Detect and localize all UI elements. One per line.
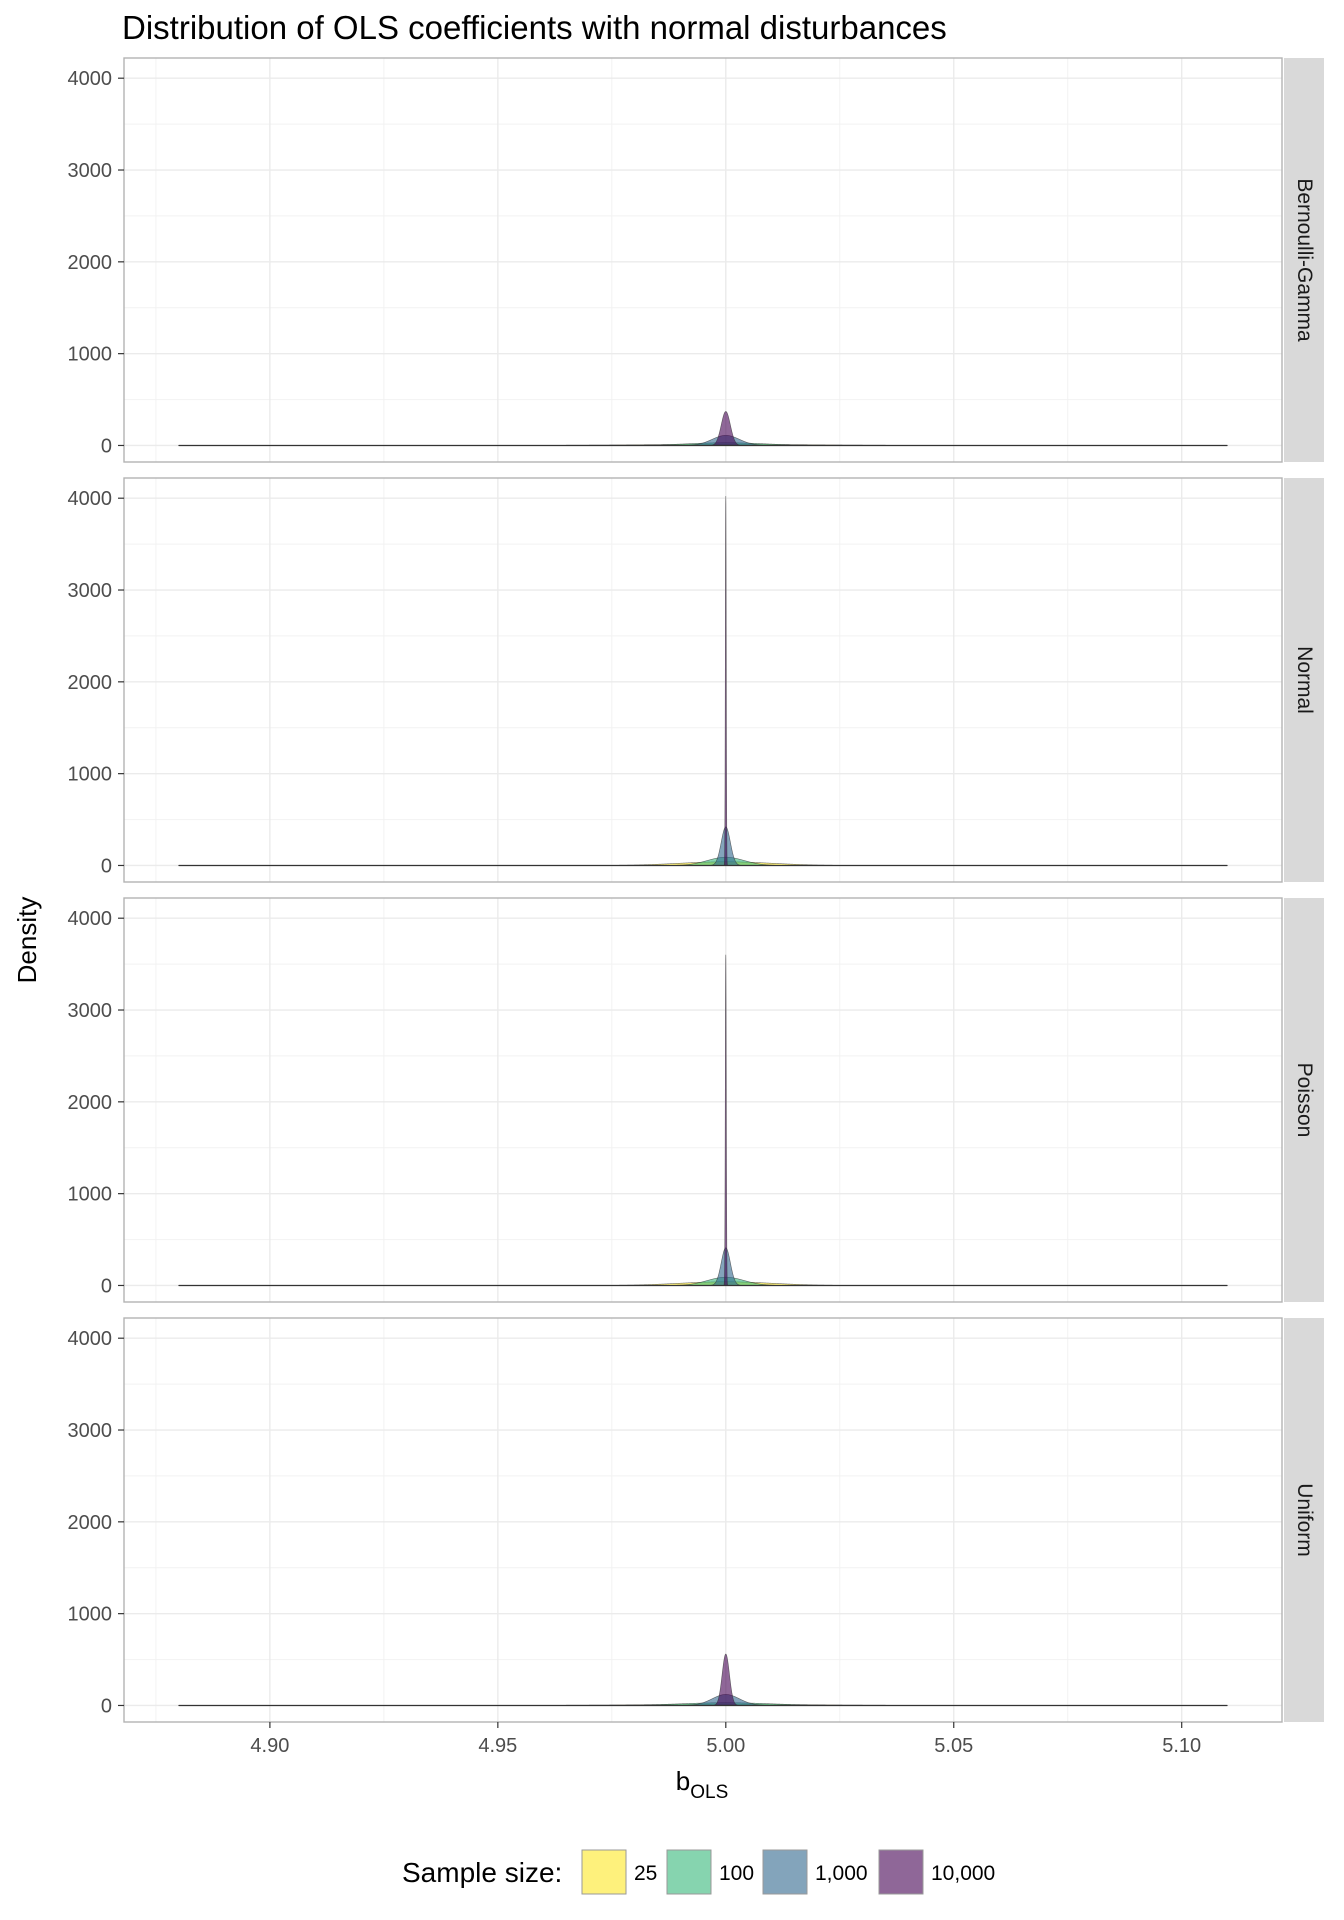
legend-swatch — [666, 1849, 712, 1895]
x-axis-title-subscript: OLS — [690, 1782, 728, 1803]
facet-strip-label: Bernoulli-Gamma — [1293, 178, 1316, 342]
x-tick-label: 4.95 — [478, 1735, 517, 1757]
facet-panel: 0 1000 2000 3000 4000 Normal — [68, 477, 1324, 883]
legend-label: 25 — [634, 1862, 657, 1885]
y-tick-label: 2000 — [68, 1092, 113, 1114]
facet-panel: 0 1000 2000 3000 4000 Poisson — [68, 897, 1324, 1303]
y-tick-label: 1000 — [68, 344, 113, 366]
legend-label: 1,000 — [815, 1862, 868, 1885]
legend: Sample size: 25 100 1,000 10,000 — [402, 1849, 995, 1895]
chart-title: Distribution of OLS coefficients with no… — [122, 9, 947, 46]
y-tick-label: 1000 — [68, 1604, 113, 1626]
y-tick-label: 1000 — [68, 1184, 113, 1206]
facet-strip — [1284, 1318, 1324, 1722]
legend-item: 10,000 — [878, 1849, 995, 1895]
legend-label: 10,000 — [931, 1862, 995, 1885]
facet-strip-label: Normal — [1293, 646, 1316, 714]
panel-background — [124, 898, 1282, 1302]
panel-background — [124, 1318, 1282, 1722]
legend-item: 100 — [666, 1849, 754, 1895]
facet-strip — [1284, 898, 1324, 1302]
y-tick-label: 3000 — [68, 1420, 113, 1442]
facet-strip-label: Uniform — [1293, 1483, 1316, 1557]
y-tick-label: 1000 — [68, 764, 113, 786]
legend-swatch — [762, 1849, 808, 1895]
y-tick-label: 3000 — [68, 580, 113, 602]
y-tick-label: 4000 — [68, 488, 113, 510]
legend-item: 25 — [581, 1849, 657, 1895]
facet-panels: 0 1000 2000 3000 4000 Bernoulli-Gamma 0 1000 200… — [68, 57, 1324, 1723]
legend-item: 1,000 — [762, 1849, 868, 1895]
y-tick-label: 4000 — [68, 1328, 113, 1350]
y-tick-label: 2000 — [68, 252, 113, 274]
y-tick-label: 2000 — [68, 672, 113, 694]
facet-strip-label: Poisson — [1293, 1063, 1316, 1138]
x-tick-label: 5.10 — [1162, 1735, 1201, 1757]
panel-background — [124, 478, 1282, 882]
y-tick-label: 2000 — [68, 1512, 113, 1534]
x-axis-title: bOLS — [676, 1766, 729, 1803]
y-tick-label: 0 — [101, 1275, 112, 1297]
facet-strip — [1284, 58, 1324, 462]
facet-panel: 0 1000 2000 3000 4000 Uniform — [68, 1317, 1324, 1723]
legend-swatch — [581, 1849, 627, 1895]
panel-border — [123, 1317, 1283, 1723]
legend-label: 100 — [719, 1862, 754, 1885]
legend-swatch — [878, 1849, 924, 1895]
y-tick-label: 3000 — [68, 160, 113, 182]
panel-border — [123, 477, 1283, 883]
panel-border — [123, 57, 1283, 463]
y-tick-label: 3000 — [68, 1000, 113, 1022]
y-tick-label: 0 — [101, 855, 112, 877]
x-axis-title-main: b — [676, 1766, 690, 1796]
x-tick-label: 4.90 — [250, 1735, 289, 1757]
x-axis: 4.90 4.95 5.00 5.05 5.10 — [250, 1722, 1201, 1757]
y-tick-label: 4000 — [68, 68, 113, 90]
y-tick-label: 0 — [101, 1695, 112, 1717]
y-tick-label: 4000 — [68, 908, 113, 930]
y-axis-title: Density — [12, 897, 42, 984]
y-tick-label: 0 — [101, 435, 112, 457]
facet-strip — [1284, 478, 1324, 882]
panel-border — [123, 897, 1283, 1303]
panel-background — [124, 58, 1282, 462]
facet-panel: 0 1000 2000 3000 4000 Bernoulli-Gamma — [68, 57, 1324, 463]
x-tick-label: 5.00 — [706, 1735, 745, 1757]
legend-title: Sample size: — [402, 1857, 562, 1888]
x-tick-label: 5.05 — [934, 1735, 973, 1757]
